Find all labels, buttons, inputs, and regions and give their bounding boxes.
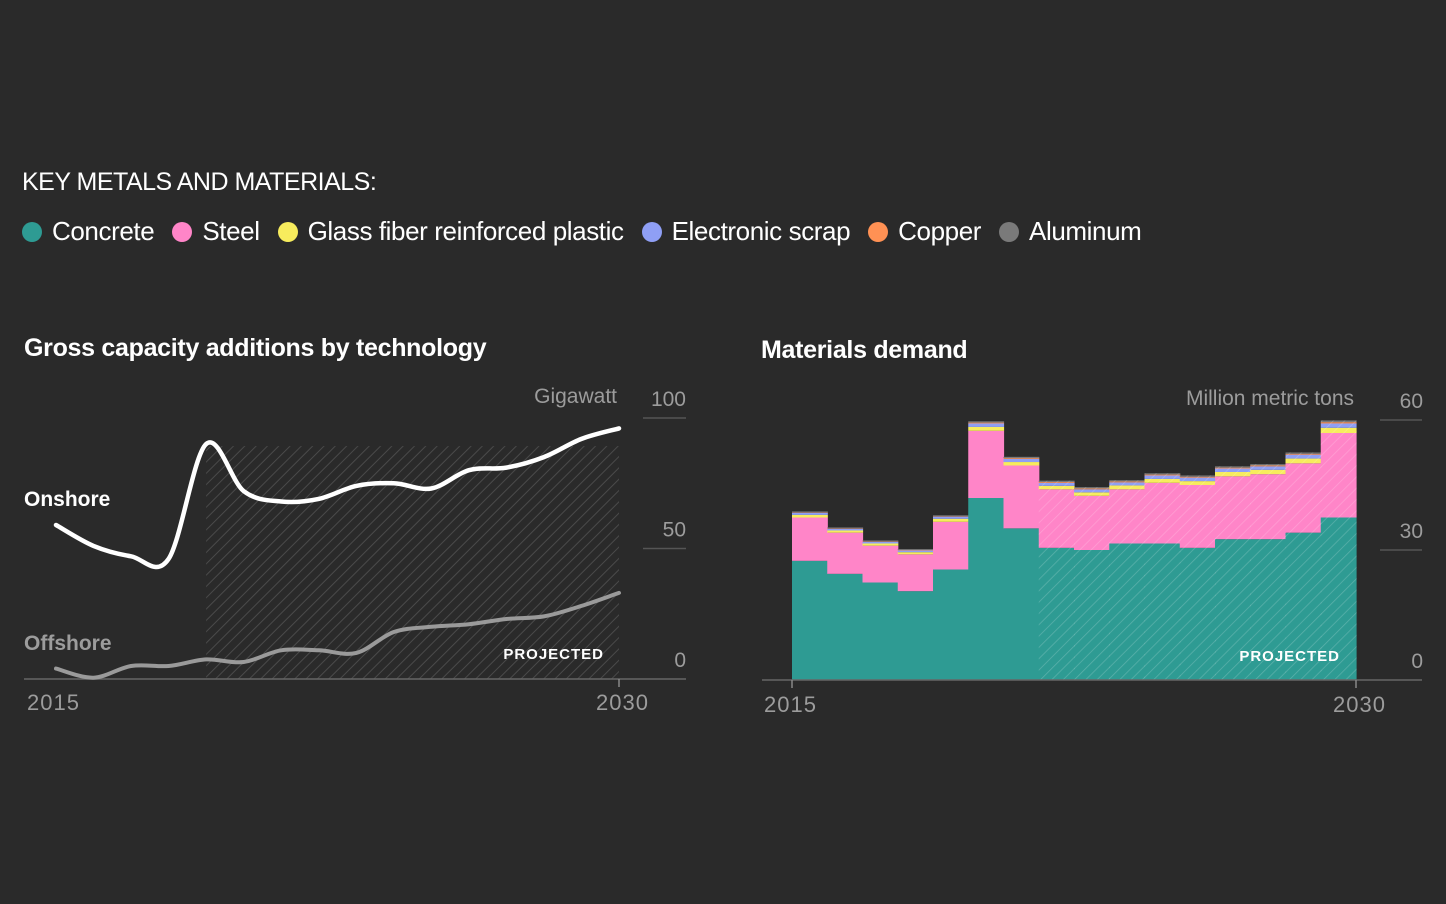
y-tick-label: 30 — [1400, 520, 1423, 543]
legend-label: Aluminum — [1029, 216, 1142, 246]
bar-segment-copper — [968, 422, 1005, 424]
legend-item: Glass fiber reinforced plastic — [277, 216, 624, 247]
bar-segment-electronic-scrap — [897, 550, 934, 553]
onshore-line — [53, 426, 622, 570]
y-tick-label: 0 — [1411, 650, 1423, 673]
legend-swatch — [172, 221, 193, 242]
bar-segment-steel — [897, 554, 934, 592]
legend-item: Electronic scrap — [641, 216, 851, 247]
bar-segment-electronic-scrap — [862, 541, 899, 544]
legend-item: Copper — [868, 216, 981, 247]
unit-label: Gigawatt — [534, 385, 617, 408]
bar-segment-glass-fiber-reinforced-plastic — [968, 426, 1005, 431]
bar-segment-electronic-scrap — [792, 512, 828, 515]
bar-segment-concrete — [1003, 528, 1040, 680]
legend-label: Steel — [202, 216, 260, 246]
legend-label: Glass fiber reinforced plastic — [307, 216, 624, 246]
projected-hatch — [1038, 480, 1075, 680]
legend-swatch — [277, 221, 298, 242]
materials-chart-title: Materials demand — [761, 336, 968, 364]
legend-swatch — [641, 221, 662, 242]
x-tick-label-end: 2030 — [596, 690, 649, 715]
materials-stacked-bar-chart: 0 30 60 Million metric tons PROJECTED 2015 203… — [762, 387, 1423, 717]
bar-segment-copper — [1003, 458, 1040, 459]
y-tick-label: 50 — [663, 519, 686, 542]
projected-label: PROJECTED — [1239, 648, 1340, 665]
bar-segment-glass-fiber-reinforced-plastic — [862, 543, 899, 546]
legend-label: Copper — [898, 216, 982, 246]
legend-swatch — [868, 221, 889, 242]
projected-hatch — [1215, 466, 1251, 680]
bar-segment-aluminum — [792, 511, 828, 513]
legend-item: Steel — [172, 216, 260, 247]
bar-segment-concrete — [827, 573, 864, 680]
bar-segment-aluminum — [1003, 456, 1040, 459]
projected-hatch — [206, 446, 619, 679]
bar-segment-concrete — [968, 498, 1005, 680]
legend-label: Concrete — [52, 216, 155, 246]
x-tick-label-start: 2015 — [764, 692, 817, 717]
bar-segment-glass-fiber-reinforced-plastic — [1003, 462, 1040, 466]
bar-segment-steel — [933, 521, 969, 570]
projected-hatch — [1144, 473, 1181, 680]
bar-segment-concrete — [862, 582, 899, 680]
bar-segment-glass-fiber-reinforced-plastic — [897, 552, 934, 555]
bar-segment-steel — [968, 430, 1005, 498]
bar-segment-aluminum — [968, 421, 1005, 423]
offshore-series-label: Offshore — [24, 632, 112, 655]
projected-hatch — [1109, 480, 1146, 680]
projected-hatch — [1179, 475, 1216, 680]
projected-hatch — [1074, 487, 1110, 680]
legend: Concrete Steel Glass fiber reinforced plas… — [22, 216, 1159, 247]
projected-hatch — [1285, 452, 1322, 680]
projected-hatch — [1250, 464, 1287, 680]
bar-segment-glass-fiber-reinforced-plastic — [792, 514, 828, 518]
capacity-line-chart: 0 50 100 Gigawatt Onshore Offshore PROJECTED 20… — [24, 385, 686, 715]
legend-item: Concrete — [22, 216, 155, 247]
unit-label: Million metric tons — [1186, 387, 1354, 410]
bar-segment-steel — [862, 545, 899, 583]
bar-segment-glass-fiber-reinforced-plastic — [933, 518, 969, 522]
bar-segment-aluminum — [933, 515, 969, 517]
bar-segment-concrete — [792, 560, 828, 680]
bar-segment-electronic-scrap — [1003, 459, 1040, 463]
legend-item: Aluminum — [999, 216, 1142, 247]
bar-segment-aluminum — [862, 540, 899, 542]
bar-segment-electronic-scrap — [933, 516, 969, 519]
bar-segment-electronic-scrap — [968, 423, 1005, 427]
legend-swatch — [22, 221, 42, 242]
bar-segment-steel — [1003, 465, 1040, 529]
offshore-line — [54, 590, 621, 680]
y-tick-label: 100 — [651, 388, 686, 411]
bar-segment-aluminum — [827, 527, 864, 529]
bar-segment-electronic-scrap — [827, 528, 864, 531]
bar-segment-concrete — [933, 569, 969, 680]
capacity-chart-title: Gross capacity additions by technology — [24, 334, 487, 362]
x-tick-label-end: 2030 — [1333, 692, 1386, 717]
y-tick-label: 0 — [674, 649, 686, 672]
legend-swatch — [999, 221, 1020, 242]
bar-segment-concrete — [897, 591, 934, 680]
bar-segment-aluminum — [897, 549, 934, 550]
projected-label: PROJECTED — [503, 646, 604, 663]
onshore-series-label: Onshore — [24, 488, 110, 511]
x-tick-label-start: 2015 — [27, 690, 80, 715]
legend-title: KEY METALS AND MATERIALS: — [22, 168, 377, 196]
bar-segment-steel — [827, 532, 864, 574]
bar-segment-glass-fiber-reinforced-plastic — [827, 530, 864, 533]
y-tick-label: 60 — [1400, 390, 1423, 413]
legend-label: Electronic scrap — [671, 216, 851, 246]
bar-segment-steel — [792, 517, 828, 561]
projected-hatch — [1320, 420, 1357, 680]
